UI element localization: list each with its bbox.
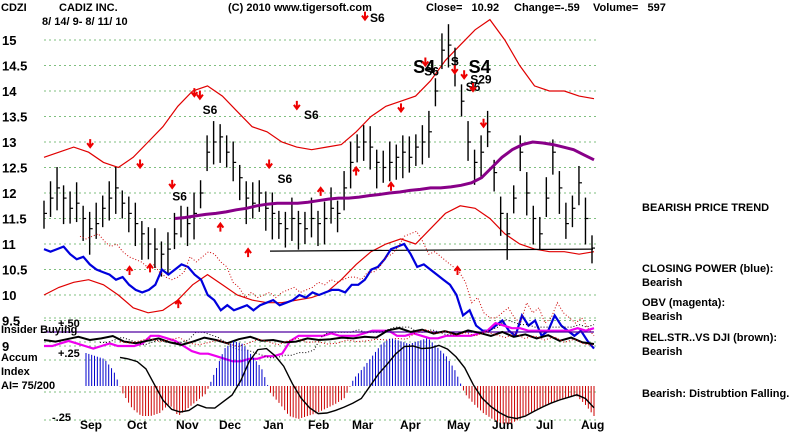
- sell-signal-label: S4: [469, 57, 491, 77]
- buy-arrow-icon: [216, 221, 225, 232]
- sell-arrow-icon: [421, 57, 430, 68]
- y-tick-label: 12: [2, 186, 16, 201]
- sell-signal-label: S6: [203, 103, 218, 117]
- closing-power-title: CLOSING POWER (blue):: [642, 263, 774, 275]
- buy-arrow-icon: [453, 265, 462, 275]
- sell-signal-label: S6: [370, 11, 385, 25]
- x-month-label: Feb: [308, 418, 329, 432]
- y-tick-label: 12.5: [2, 161, 27, 176]
- x-month-label: May: [447, 418, 471, 432]
- x-month-label: Dec: [219, 418, 241, 432]
- sell-arrow-icon: [460, 70, 468, 80]
- accum-note: Bearish: Distrubtion Falling.: [642, 388, 790, 400]
- x-month-label: Jul: [536, 418, 553, 432]
- relstr-value: Bearish: [642, 346, 683, 358]
- sell-arrow-icon: [136, 159, 144, 170]
- accum-label-1: Accum: [1, 352, 38, 364]
- sell-arrow-icon: [450, 65, 459, 75]
- sell-signal-label: S6: [304, 108, 319, 122]
- buy-arrow-icon: [244, 247, 252, 258]
- insider-label: Insider Buying: [1, 324, 78, 336]
- y-tick-label: 9: [2, 339, 9, 354]
- x-month-label: Jan: [263, 418, 284, 432]
- sell-arrow-icon: [361, 11, 369, 22]
- volume-value: Volume= 597: [593, 2, 666, 14]
- accum-label-2: Index: [1, 366, 30, 378]
- sell-signal-label: S6: [424, 65, 439, 79]
- sell-arrow-icon: [479, 118, 488, 129]
- accum-label-3: AI= 75/200: [1, 380, 56, 392]
- obv-line: [44, 321, 595, 363]
- x-month-label: Apr: [400, 418, 421, 432]
- y-tick-label: 11: [2, 237, 16, 252]
- sell-signal-label: S6: [172, 190, 187, 204]
- sell-arrow-icon: [196, 90, 204, 101]
- y-tick-label: 13.5: [2, 110, 27, 125]
- support-line: [269, 248, 594, 252]
- date-range: 8/ 14/ 9- 8/ 11/ 10: [42, 16, 128, 28]
- accum-ma-line: [119, 344, 595, 420]
- x-month-label: Sep: [80, 418, 102, 432]
- sell-arrow-icon: [86, 139, 94, 149]
- obv-title: OBV (magenta):: [642, 297, 726, 309]
- buy-arrow-icon: [316, 186, 325, 196]
- y-tick-label: 14: [2, 84, 17, 99]
- x-month-label: Aug: [581, 418, 604, 432]
- y-tick-label: 10: [2, 288, 16, 303]
- ticker-label: CDZI: [1, 2, 27, 14]
- accum-upper-level: +.25: [58, 348, 80, 360]
- lower-band-line: [43, 205, 595, 314]
- buy-arrow-icon: [125, 265, 134, 275]
- x-month-label: Mar: [352, 418, 374, 432]
- sell-signal-label: S29: [470, 72, 492, 86]
- moving-average-line: [174, 140, 595, 220]
- sell-arrow-icon: [190, 88, 199, 98]
- y-tick-label: 13: [2, 135, 16, 150]
- insider-ma-line: [119, 329, 595, 347]
- sell-arrow-icon: [397, 103, 405, 114]
- insider-line: [43, 326, 595, 346]
- relstr-title: REL.STR..VS DJI (brown):: [642, 332, 778, 344]
- copyright: (C) 2010 www.tigersoft.com: [228, 2, 372, 14]
- buy-arrow-icon: [352, 165, 360, 176]
- y-tick-label: 15: [2, 33, 16, 48]
- sell-arrow-icon: [265, 159, 273, 170]
- change-value: Change=-.59: [514, 2, 580, 14]
- trend-note: BEARISH PRICE TREND: [642, 202, 770, 214]
- y-tick-label: 10.5: [2, 263, 27, 278]
- accum-lower-level: -.25: [52, 412, 71, 424]
- sell-signal-label: S4: [413, 57, 435, 77]
- y-tick-label: 11.5: [2, 212, 27, 227]
- sell-signal-label: S6: [277, 172, 292, 186]
- sell-signal-label: S: [451, 55, 459, 69]
- company-name: CADIZ INC.: [59, 2, 118, 14]
- y-tick-label: 14.5: [2, 59, 27, 74]
- x-month-label: Nov: [176, 418, 199, 432]
- insider-level: +.50: [58, 318, 80, 330]
- close-value: Close= 10.92: [426, 2, 500, 14]
- x-month-label: Oct: [127, 418, 147, 432]
- x-month-label: Jun: [492, 418, 513, 432]
- y-tick-label: 9.5: [2, 314, 20, 329]
- closing-power-line: [43, 242, 595, 350]
- buy-arrow-icon: [174, 298, 183, 309]
- obv-value: Bearish: [642, 311, 683, 323]
- buy-arrow-icon: [387, 181, 395, 191]
- closing-power-value: Bearish: [642, 277, 683, 289]
- closing-power-ma-line: [79, 230, 595, 337]
- sell-arrow-icon: [293, 100, 301, 111]
- buy-arrow-icon: [146, 262, 154, 273]
- sell-arrow-icon: [469, 83, 477, 93]
- sell-arrow-icon: [168, 179, 176, 190]
- upper-band-line: [43, 18, 595, 169]
